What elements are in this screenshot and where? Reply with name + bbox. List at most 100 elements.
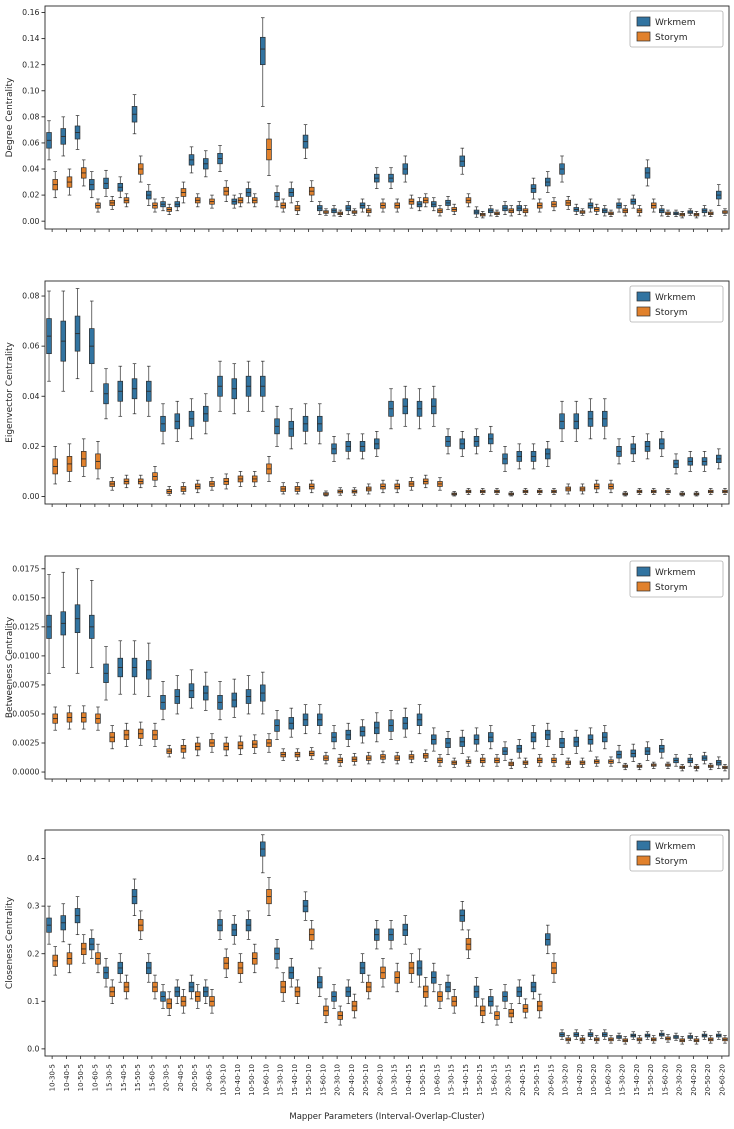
box-storym — [551, 488, 557, 495]
box-storym — [180, 482, 187, 495]
box-storym — [679, 211, 685, 219]
box-wrkmem — [188, 146, 195, 174]
box-storym — [66, 168, 73, 196]
box-storym — [551, 953, 557, 983]
box-wrkmem — [573, 400, 580, 442]
box-storym — [308, 920, 315, 950]
box-storym — [209, 194, 215, 209]
box-wrkmem — [160, 403, 166, 445]
x-tick-label: 10-50-10 — [248, 1064, 256, 1096]
box-wrkmem — [431, 385, 437, 427]
box-wrkmem — [416, 704, 423, 735]
box-storym — [479, 998, 486, 1024]
box-storym — [351, 753, 358, 766]
box-storym — [608, 479, 614, 494]
box-wrkmem — [146, 642, 152, 697]
box-storym — [508, 205, 514, 217]
box-storym — [422, 474, 429, 489]
box-storym — [123, 193, 130, 208]
box-wrkmem — [302, 124, 309, 159]
box-storym — [722, 488, 728, 495]
box-wrkmem — [302, 704, 309, 735]
box-storym — [522, 205, 529, 217]
box-storym — [494, 488, 500, 495]
box-wrkmem — [89, 300, 95, 392]
legend-label-storym: Storym — [655, 857, 688, 867]
box-wrkmem — [317, 201, 323, 216]
box-wrkmem — [587, 398, 594, 440]
box-storym — [479, 754, 486, 767]
box-wrkmem — [160, 681, 166, 721]
box-storym — [351, 487, 358, 496]
y-tick-label: 0.14 — [22, 34, 39, 43]
box-storym — [465, 488, 472, 495]
box-wrkmem — [374, 430, 380, 457]
legend: Wrkmem Storym — [629, 10, 724, 48]
box-storym — [251, 943, 258, 974]
box-storym — [52, 946, 58, 976]
box-wrkmem — [402, 385, 409, 427]
x-tick-label: 20-50-5 — [191, 1064, 199, 1091]
box-wrkmem — [317, 967, 323, 997]
x-tick-label: 20-50-10 — [362, 1064, 370, 1096]
legend-label-storym: Storym — [655, 583, 688, 593]
box-wrkmem — [602, 725, 608, 750]
box-storym — [365, 974, 372, 1000]
box-wrkmem — [644, 433, 651, 460]
box-storym — [622, 762, 628, 771]
box-storym — [636, 1035, 643, 1044]
y-tick-label: 0.00 — [22, 492, 39, 501]
box-wrkmem — [288, 707, 295, 738]
box-storym — [109, 477, 115, 491]
box-wrkmem — [317, 403, 323, 445]
box-storym — [650, 761, 657, 769]
x-tick-label: 15-40-15 — [462, 1064, 470, 1096]
y-tick-label: 0.02 — [22, 442, 39, 451]
box-wrkmem — [274, 939, 280, 969]
y-tick-label: 0.0125 — [12, 622, 39, 631]
box-storym — [223, 180, 229, 202]
box-wrkmem — [374, 167, 380, 189]
box-storym — [80, 438, 87, 477]
box-wrkmem — [146, 184, 152, 206]
x-tick-label: 15-50-5 — [134, 1064, 142, 1091]
box-wrkmem — [60, 571, 67, 668]
box-wrkmem — [573, 203, 580, 216]
legend: Wrkmem Storym — [629, 285, 724, 323]
box-wrkmem — [673, 209, 679, 217]
x-tick-label: 20-60-5 — [205, 1064, 213, 1091]
x-tick-label: 10-40-10 — [234, 1064, 242, 1096]
box-storym — [593, 479, 600, 494]
box-wrkmem — [217, 145, 223, 172]
box-storym — [394, 962, 400, 993]
box-wrkmem — [573, 729, 580, 754]
box-wrkmem — [160, 197, 166, 212]
box-wrkmem — [502, 446, 508, 472]
x-axis-label: Mapper Parameters (Interval-Overlap-Clus… — [289, 1112, 484, 1122]
y-tick-label: 0.12 — [22, 60, 39, 69]
box-storym — [508, 1003, 514, 1024]
box-wrkmem — [616, 438, 622, 465]
box-storym — [451, 203, 457, 216]
y-tick-label: 0.0175 — [12, 564, 39, 573]
box-storym — [408, 194, 415, 209]
box-storym — [351, 208, 358, 216]
box-wrkmem — [231, 363, 238, 415]
box-storym — [123, 974, 130, 1000]
box-storym — [636, 205, 643, 217]
box-wrkmem — [359, 953, 366, 983]
box-wrkmem — [203, 150, 209, 178]
box-storym — [508, 491, 514, 497]
box-storym — [394, 751, 400, 765]
box-storym — [565, 483, 571, 495]
box-wrkmem — [402, 707, 409, 738]
y-tick-label: 0.0000 — [12, 768, 39, 777]
box-wrkmem — [659, 205, 665, 217]
x-tick-label: 10-50-20 — [590, 1064, 598, 1096]
box-storym — [380, 479, 386, 494]
y-tick-label: 0.0 — [27, 1044, 39, 1053]
x-tick-label: 20-50-20 — [704, 1064, 712, 1096]
iqr-box — [260, 36, 266, 66]
box-wrkmem — [530, 974, 537, 1000]
